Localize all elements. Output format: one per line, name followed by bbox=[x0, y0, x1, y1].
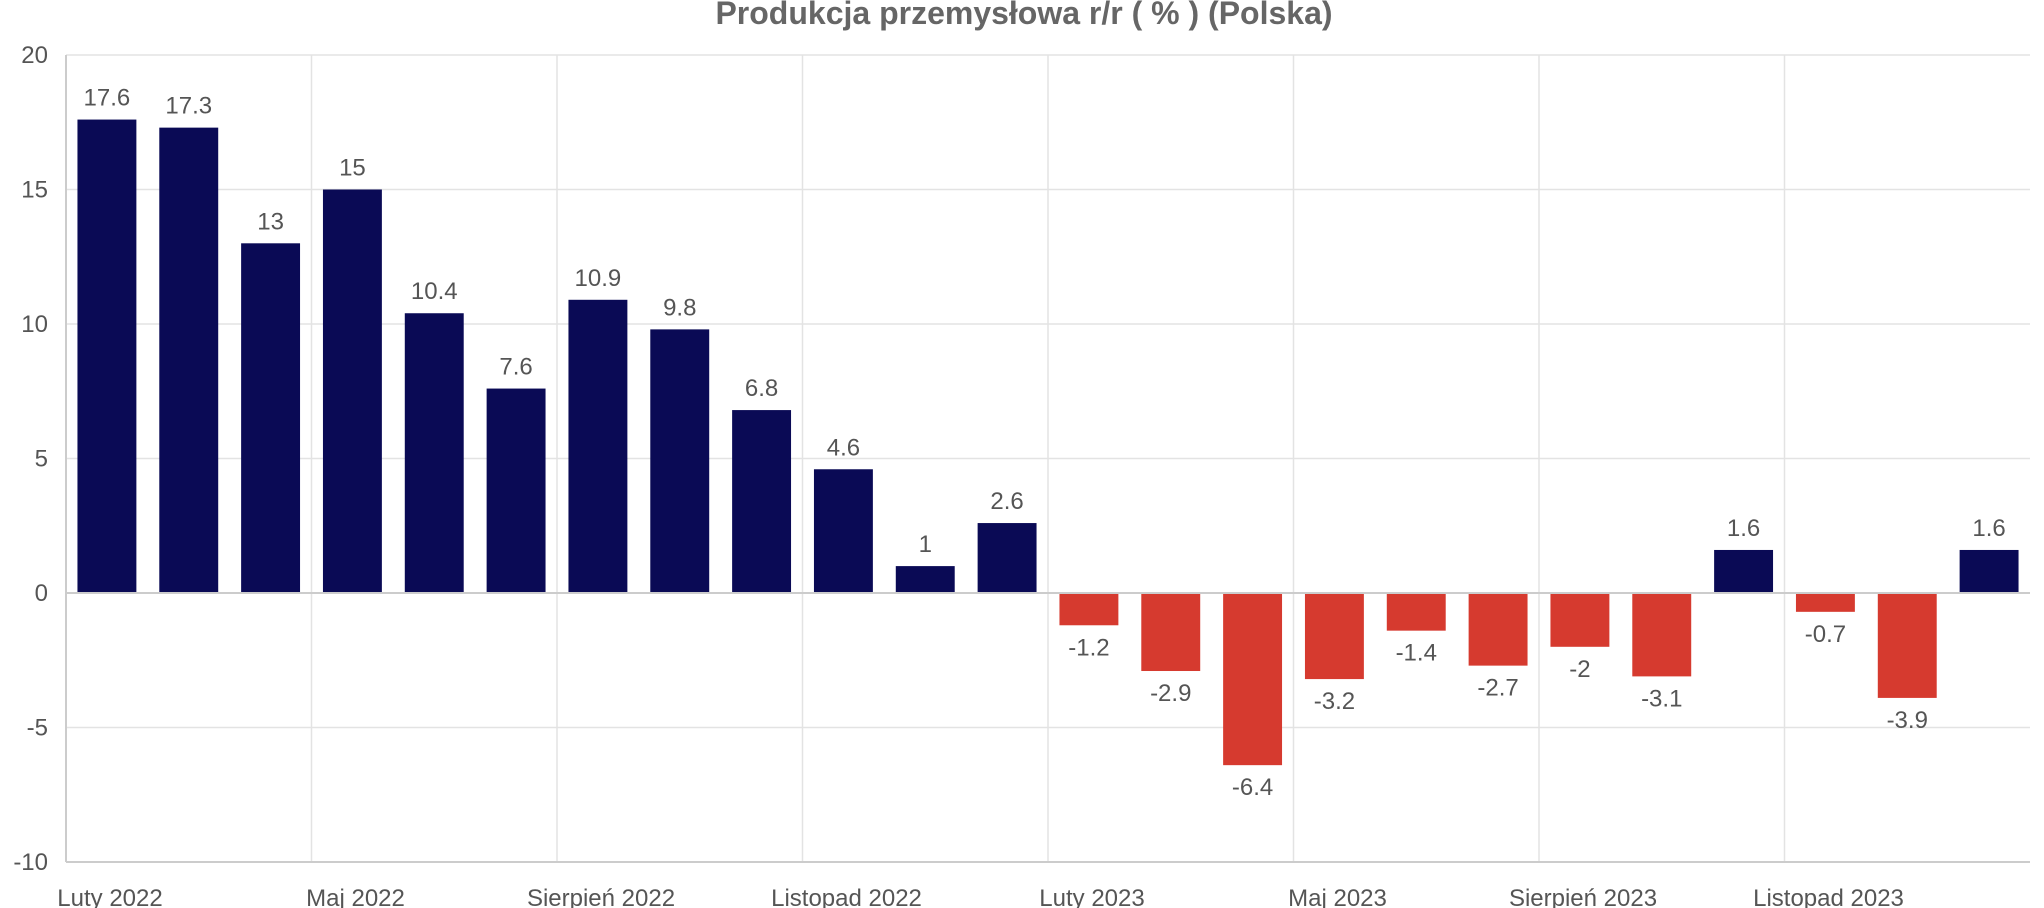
data-label: 13 bbox=[257, 208, 284, 235]
data-label: -2.7 bbox=[1477, 675, 1518, 702]
y-tick-label: 15 bbox=[21, 177, 48, 204]
bar[interactable] bbox=[1141, 593, 1201, 672]
chart-title: Produkcja przemysłowa r/r ( % ) (Polska) bbox=[715, 0, 1332, 31]
x-tick-label: Listopad 2023 bbox=[1753, 885, 1904, 908]
bar[interactable] bbox=[732, 410, 792, 593]
bar[interactable] bbox=[650, 329, 710, 593]
data-label: 10.4 bbox=[411, 278, 458, 305]
data-label: 6.8 bbox=[745, 375, 778, 402]
bar[interactable] bbox=[568, 299, 628, 593]
y-tick-label: -10 bbox=[13, 849, 48, 876]
bar[interactable] bbox=[322, 189, 382, 594]
y-tick-label: 0 bbox=[35, 580, 48, 607]
bar[interactable] bbox=[77, 119, 137, 593]
data-label: 4.6 bbox=[827, 434, 860, 461]
x-tick-label: Maj 2023 bbox=[1288, 885, 1387, 908]
data-label: 10.9 bbox=[575, 265, 622, 292]
bar[interactable] bbox=[486, 388, 546, 593]
bar[interactable] bbox=[1304, 593, 1364, 680]
data-label: -3.9 bbox=[1887, 707, 1928, 734]
data-label: 1.6 bbox=[1727, 515, 1760, 542]
data-label: 15 bbox=[339, 155, 366, 182]
data-label: -2 bbox=[1569, 656, 1590, 683]
bar[interactable] bbox=[241, 243, 301, 594]
bar[interactable] bbox=[159, 127, 219, 593]
bar[interactable] bbox=[404, 313, 464, 593]
data-label: 9.8 bbox=[663, 294, 696, 321]
bar[interactable] bbox=[1714, 549, 1774, 593]
bar[interactable] bbox=[1877, 593, 1937, 698]
bar[interactable] bbox=[1223, 593, 1283, 766]
data-label: -1.2 bbox=[1068, 634, 1109, 661]
bar[interactable] bbox=[1632, 593, 1692, 677]
x-tick-label: Listopad 2022 bbox=[771, 885, 922, 908]
x-tick-label: Sierpień 2022 bbox=[527, 885, 675, 908]
x-tick-label: Luty 2023 bbox=[1039, 885, 1144, 908]
bar[interactable] bbox=[1550, 593, 1610, 647]
y-tick-label: 20 bbox=[21, 42, 48, 69]
bar[interactable] bbox=[895, 566, 955, 593]
data-label: 17.3 bbox=[165, 93, 212, 120]
x-tick-label: Maj 2022 bbox=[306, 885, 405, 908]
data-label: -1.4 bbox=[1396, 640, 1437, 667]
data-label: 1.6 bbox=[1972, 515, 2005, 542]
data-label: -3.1 bbox=[1641, 685, 1682, 712]
axes-layer: 20 15 10 5 0 -5 -10 Luty 2022 Maj 2022 Sierpień 2… bbox=[13, 42, 2030, 908]
bars-layer bbox=[77, 119, 2019, 766]
y-tick-label: 5 bbox=[35, 446, 48, 473]
data-label: -6.4 bbox=[1232, 774, 1273, 801]
data-label: -2.9 bbox=[1150, 680, 1191, 707]
data-label: -3.2 bbox=[1314, 688, 1355, 715]
bar[interactable] bbox=[1386, 593, 1446, 631]
bar[interactable] bbox=[1059, 593, 1119, 626]
bar[interactable] bbox=[977, 523, 1037, 593]
data-label: -0.7 bbox=[1805, 621, 1846, 648]
x-tick-label: Luty 2022 bbox=[57, 885, 162, 908]
bar[interactable] bbox=[1468, 593, 1528, 666]
data-label: 17.6 bbox=[84, 85, 131, 112]
bar[interactable] bbox=[1959, 549, 2019, 593]
y-tick-label: -5 bbox=[27, 715, 48, 742]
data-label: 2.6 bbox=[990, 488, 1023, 515]
labels-layer: 17.6 17.3 13 15 10.4 7.6 10.9 9.8 6.8 4.6 1 2.6 -1.2… bbox=[84, 85, 2006, 802]
bar[interactable] bbox=[813, 469, 873, 593]
data-label: 1 bbox=[919, 531, 932, 558]
data-label: 7.6 bbox=[499, 354, 532, 381]
x-tick-label: Sierpień 2023 bbox=[1509, 885, 1657, 908]
bar[interactable] bbox=[1795, 593, 1855, 612]
y-tick-label: 10 bbox=[21, 311, 48, 338]
